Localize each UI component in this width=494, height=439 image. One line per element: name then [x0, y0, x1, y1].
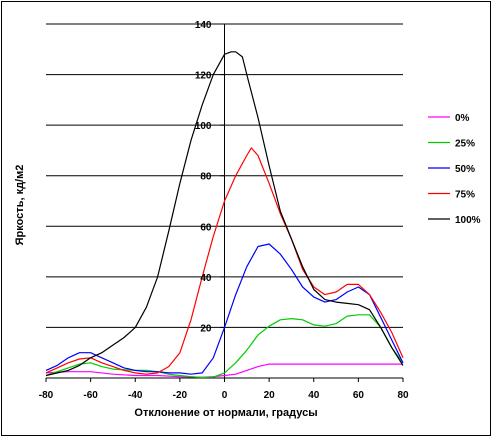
- line-chart: -80 -60 -40 -20 0 20 40 60 80 20 40 60 80 100 120 140 0…: [14, 20, 481, 419]
- x-tick-label: -60: [83, 390, 98, 401]
- x-tick-label: -80: [39, 390, 54, 401]
- legend-label-3: 75%: [455, 190, 475, 201]
- legend: 0% 25% 50% 75% 100%: [428, 113, 481, 226]
- series-line-2: [45, 243, 404, 375]
- x-tick-label: -40: [128, 390, 143, 401]
- y-tick-label: 140: [195, 20, 212, 31]
- series-line-0: [45, 363, 403, 378]
- y-tick-label: 120: [195, 71, 212, 82]
- tick-labels: -80 -60 -40 -20 0 20 40 60 80 20 40 60 80 100 120 140: [39, 20, 409, 401]
- legend-label-4: 100%: [455, 215, 481, 226]
- y-axis-title: Яркость, кд/м2: [14, 165, 26, 246]
- y-tick-label: 20: [200, 323, 212, 334]
- legend-label-2: 50%: [455, 164, 475, 175]
- x-tick-label: 60: [353, 390, 365, 401]
- y-tick-label: 60: [200, 222, 212, 233]
- legend-label-1: 25%: [455, 139, 475, 150]
- x-tick-label: 20: [264, 390, 276, 401]
- series-lines: [45, 51, 404, 379]
- y-tick-label: 100: [195, 121, 212, 132]
- series-line-4: [45, 51, 404, 377]
- x-axis-title: Отклонение от нормали, градусы: [134, 407, 317, 419]
- series-line-3: [45, 147, 404, 375]
- y-tick-label: 80: [200, 172, 212, 183]
- x-tick-label: 40: [308, 390, 320, 401]
- x-tick-label: 0: [222, 390, 228, 401]
- legend-label-0: 0%: [455, 113, 470, 124]
- y-tick-label: 40: [200, 273, 212, 284]
- x-tick-label: -20: [173, 390, 188, 401]
- x-tick-label: 80: [397, 390, 409, 401]
- series-line-1: [45, 314, 404, 379]
